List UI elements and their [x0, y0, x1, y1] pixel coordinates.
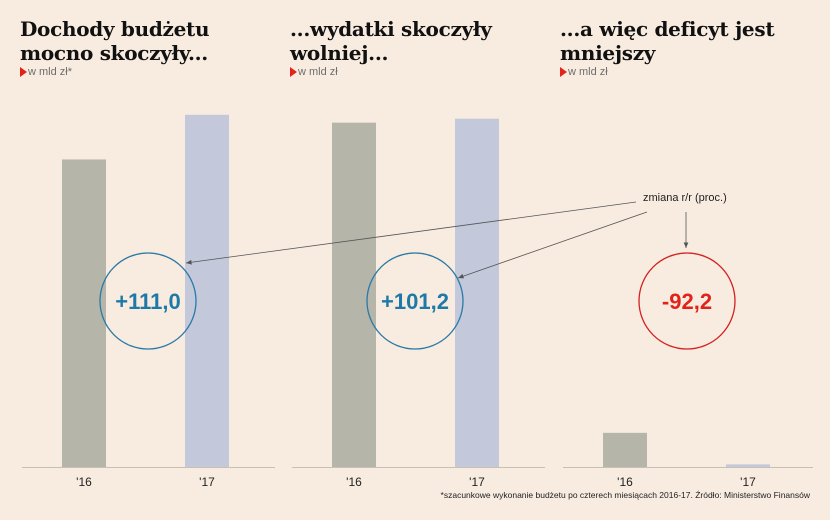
x-tick-label-3-1: '16	[617, 475, 633, 489]
panel-2-unit-label: w mld zł	[298, 66, 338, 78]
bar-3-1	[603, 432, 647, 467]
x-tick-label-1-2: '17	[199, 475, 215, 489]
annotation-arrow-1	[185, 201, 637, 265]
panel-3-unit-label: w mld zł	[568, 66, 608, 78]
change-value-3: -92,2	[662, 289, 712, 314]
bar-1-1	[62, 159, 106, 467]
panel-3-title: ...a więc deficyt jest mniejszy	[560, 17, 775, 65]
footnote: *szacunkowe wykonanie budżetu po czterec…	[440, 490, 810, 500]
bar-2-1	[332, 122, 376, 468]
red-triangle-icon	[20, 67, 27, 77]
bar-1-2	[185, 114, 229, 468]
change-annotation: zmiana r/r (proc.)	[643, 192, 727, 204]
panel-2-title: ...wydatki skoczyły wolniej...	[290, 17, 492, 65]
red-triangle-icon	[290, 67, 297, 77]
bar-3-2	[726, 464, 770, 467]
panel-1-unit: w mld zł*	[20, 66, 72, 78]
change-value-1: +111,0	[115, 289, 180, 314]
annotation-arrow-2	[457, 211, 648, 279]
panel-1-title: Dochody budżetu mocno skoczyły...	[20, 17, 210, 65]
change-circle-2	[366, 252, 464, 350]
panel-3-unit: w mld zł	[560, 66, 608, 78]
change-value-2: +101,2	[381, 289, 449, 314]
bar-2-2	[455, 118, 499, 467]
panel-1-unit-label: w mld zł*	[28, 66, 73, 78]
x-tick-label-1-1: '16	[76, 475, 92, 489]
x-tick-label-2-1: '16	[346, 475, 362, 489]
x-tick-label-3-2: '17	[740, 475, 756, 489]
change-circle-3	[638, 252, 736, 350]
change-circle-1	[99, 252, 197, 350]
x-tick-label-2-2: '17	[469, 475, 485, 489]
panel-2-unit: w mld zł	[290, 66, 338, 78]
red-triangle-icon	[560, 67, 567, 77]
